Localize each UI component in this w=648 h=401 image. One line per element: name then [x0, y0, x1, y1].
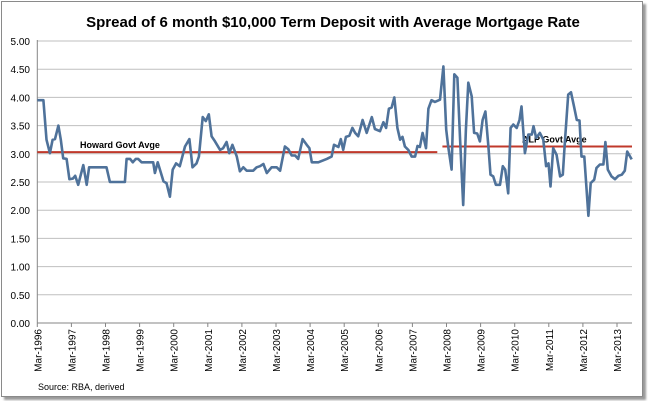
x-tick-label: Mar-2006 — [374, 329, 385, 372]
y-tick-label: 5.00 — [11, 37, 31, 48]
x-tick-label: Mar-1997 — [67, 329, 78, 372]
y-tick-label: 3.50 — [11, 122, 31, 133]
x-tick-label: Mar-2005 — [340, 329, 351, 372]
x-tick-label: Mar-2010 — [511, 329, 522, 372]
x-tick-label: Mar-2012 — [579, 329, 590, 372]
average-label: Howard Govt Avge — [80, 140, 160, 150]
y-tick-label: 3.00 — [11, 150, 31, 161]
y-tick-label: 2.50 — [11, 178, 31, 189]
y-tick-label: 0.50 — [11, 291, 31, 302]
x-tick-label: Mar-2002 — [238, 329, 249, 372]
chart-title: Spread of 6 month $10,000 Term Deposit w… — [86, 14, 580, 31]
y-tick-label: 4.00 — [11, 93, 31, 104]
chart-frame — [1, 1, 643, 397]
y-tick-label: 1.00 — [11, 263, 31, 274]
average-label: ALP Govt Avge — [522, 134, 587, 144]
y-tick-label: 0.00 — [11, 319, 31, 330]
x-tick-label: Mar-1998 — [102, 329, 113, 372]
average-lines: Howard Govt Avge ALP Govt Avge — [37, 134, 632, 154]
x-tick-label: Mar-2009 — [477, 329, 488, 372]
y-tick-label: 1.50 — [11, 234, 31, 245]
x-tick-label: Mar-2008 — [443, 329, 454, 372]
y-tick-label: 4.50 — [11, 65, 31, 76]
x-tick-label: Mar-2000 — [170, 329, 181, 372]
source-note: Source: RBA, derived — [38, 382, 125, 392]
x-axis: Mar-1996 Mar-1997 Mar-1998 Mar-1999 Mar-2000… — [33, 322, 632, 372]
x-tick-label: Mar-2011 — [545, 329, 556, 371]
x-tick-label: Mar-2001 — [204, 329, 215, 372]
x-tick-label: Mar-1996 — [33, 329, 44, 372]
x-tick-label: Mar-2007 — [408, 329, 419, 372]
series-line-spread — [37, 65, 633, 218]
x-tick-label: Mar-2003 — [272, 329, 283, 372]
y-axis: 0.00 0.50 1.00 1.50 2.00 2.50 3.00 3.50 4.00 4.50… — [11, 37, 38, 330]
x-tick-label: Mar-1999 — [136, 329, 147, 372]
x-tick-label: Mar-2013 — [613, 329, 624, 372]
x-tick-label: Mar-2004 — [306, 329, 317, 372]
y-tick-label: 2.00 — [11, 206, 31, 217]
